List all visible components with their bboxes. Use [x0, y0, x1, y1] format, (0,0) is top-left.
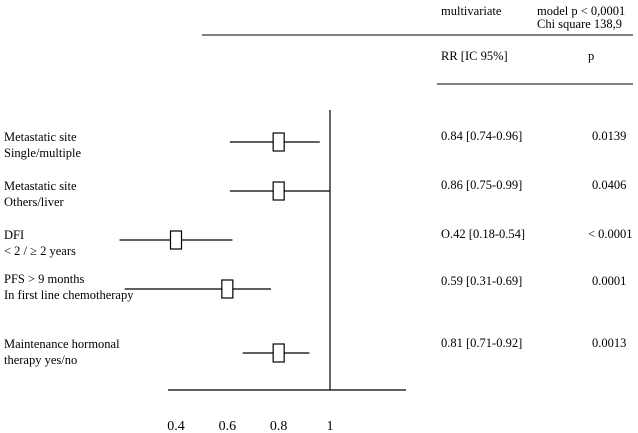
p-column-header: p: [588, 49, 595, 63]
tick-label: 0.8: [270, 419, 288, 433]
model-p-value: model p < 0,0001: [537, 4, 626, 18]
tick-label: 0.6: [219, 419, 237, 433]
tick-label: 1: [327, 419, 334, 433]
row-label-line2: therapy yes/no: [4, 353, 78, 367]
chi-square-value: Chi square 138,9: [537, 17, 623, 31]
p-value: 0.0013: [592, 336, 627, 350]
row-label-line2: < 2 / ≥ 2 years: [4, 244, 76, 258]
row-label: Metastatic site Others/liver: [4, 178, 77, 210]
rr-value: O.42 [0.18-0.54]: [441, 227, 526, 241]
row-label-line1: Maintenance hormonal: [4, 337, 120, 351]
row-label-line2: In first line chemotherapy: [4, 288, 134, 302]
row-label-line1: PFS > 9 months: [4, 272, 85, 286]
row-label-line2: Single/multiple: [4, 146, 82, 160]
row-label-line1: DFI: [4, 228, 25, 242]
rr-marker: [272, 343, 285, 363]
row-label: DFI < 2 / ≥ 2 years: [4, 227, 76, 259]
p-value: 0.0001: [592, 274, 627, 288]
section-label: multivariate: [441, 4, 502, 18]
p-value: < 0.0001: [588, 227, 633, 241]
row-label: Maintenance hormonal therapy yes/no: [4, 336, 120, 368]
rr-marker: [272, 181, 285, 201]
rr-marker: [272, 132, 285, 152]
row-label-line1: Metastatic site: [4, 130, 77, 144]
row-label: Metastatic site Single/multiple: [4, 129, 81, 161]
rr-marker: [169, 230, 183, 250]
p-value: 0.0406: [592, 178, 627, 192]
rr-marker: [221, 279, 234, 299]
row-label-line2: Others/liver: [4, 195, 64, 209]
rr-column-header: RR [IC 95%]: [441, 49, 508, 63]
tick-label: 0.4: [167, 419, 185, 433]
rr-value: 0.84 [0.74-0.96]: [441, 129, 523, 143]
rr-value: 0.59 [0.31-0.69]: [441, 274, 523, 288]
rr-value: 0.81 [0.71-0.92]: [441, 336, 523, 350]
p-value: 0.0139: [592, 129, 627, 143]
row-label-line1: Metastatic site: [4, 179, 77, 193]
row-label: PFS > 9 months In first line chemotherapy: [4, 271, 133, 303]
rr-value: 0.86 [0.75-0.99]: [441, 178, 523, 192]
